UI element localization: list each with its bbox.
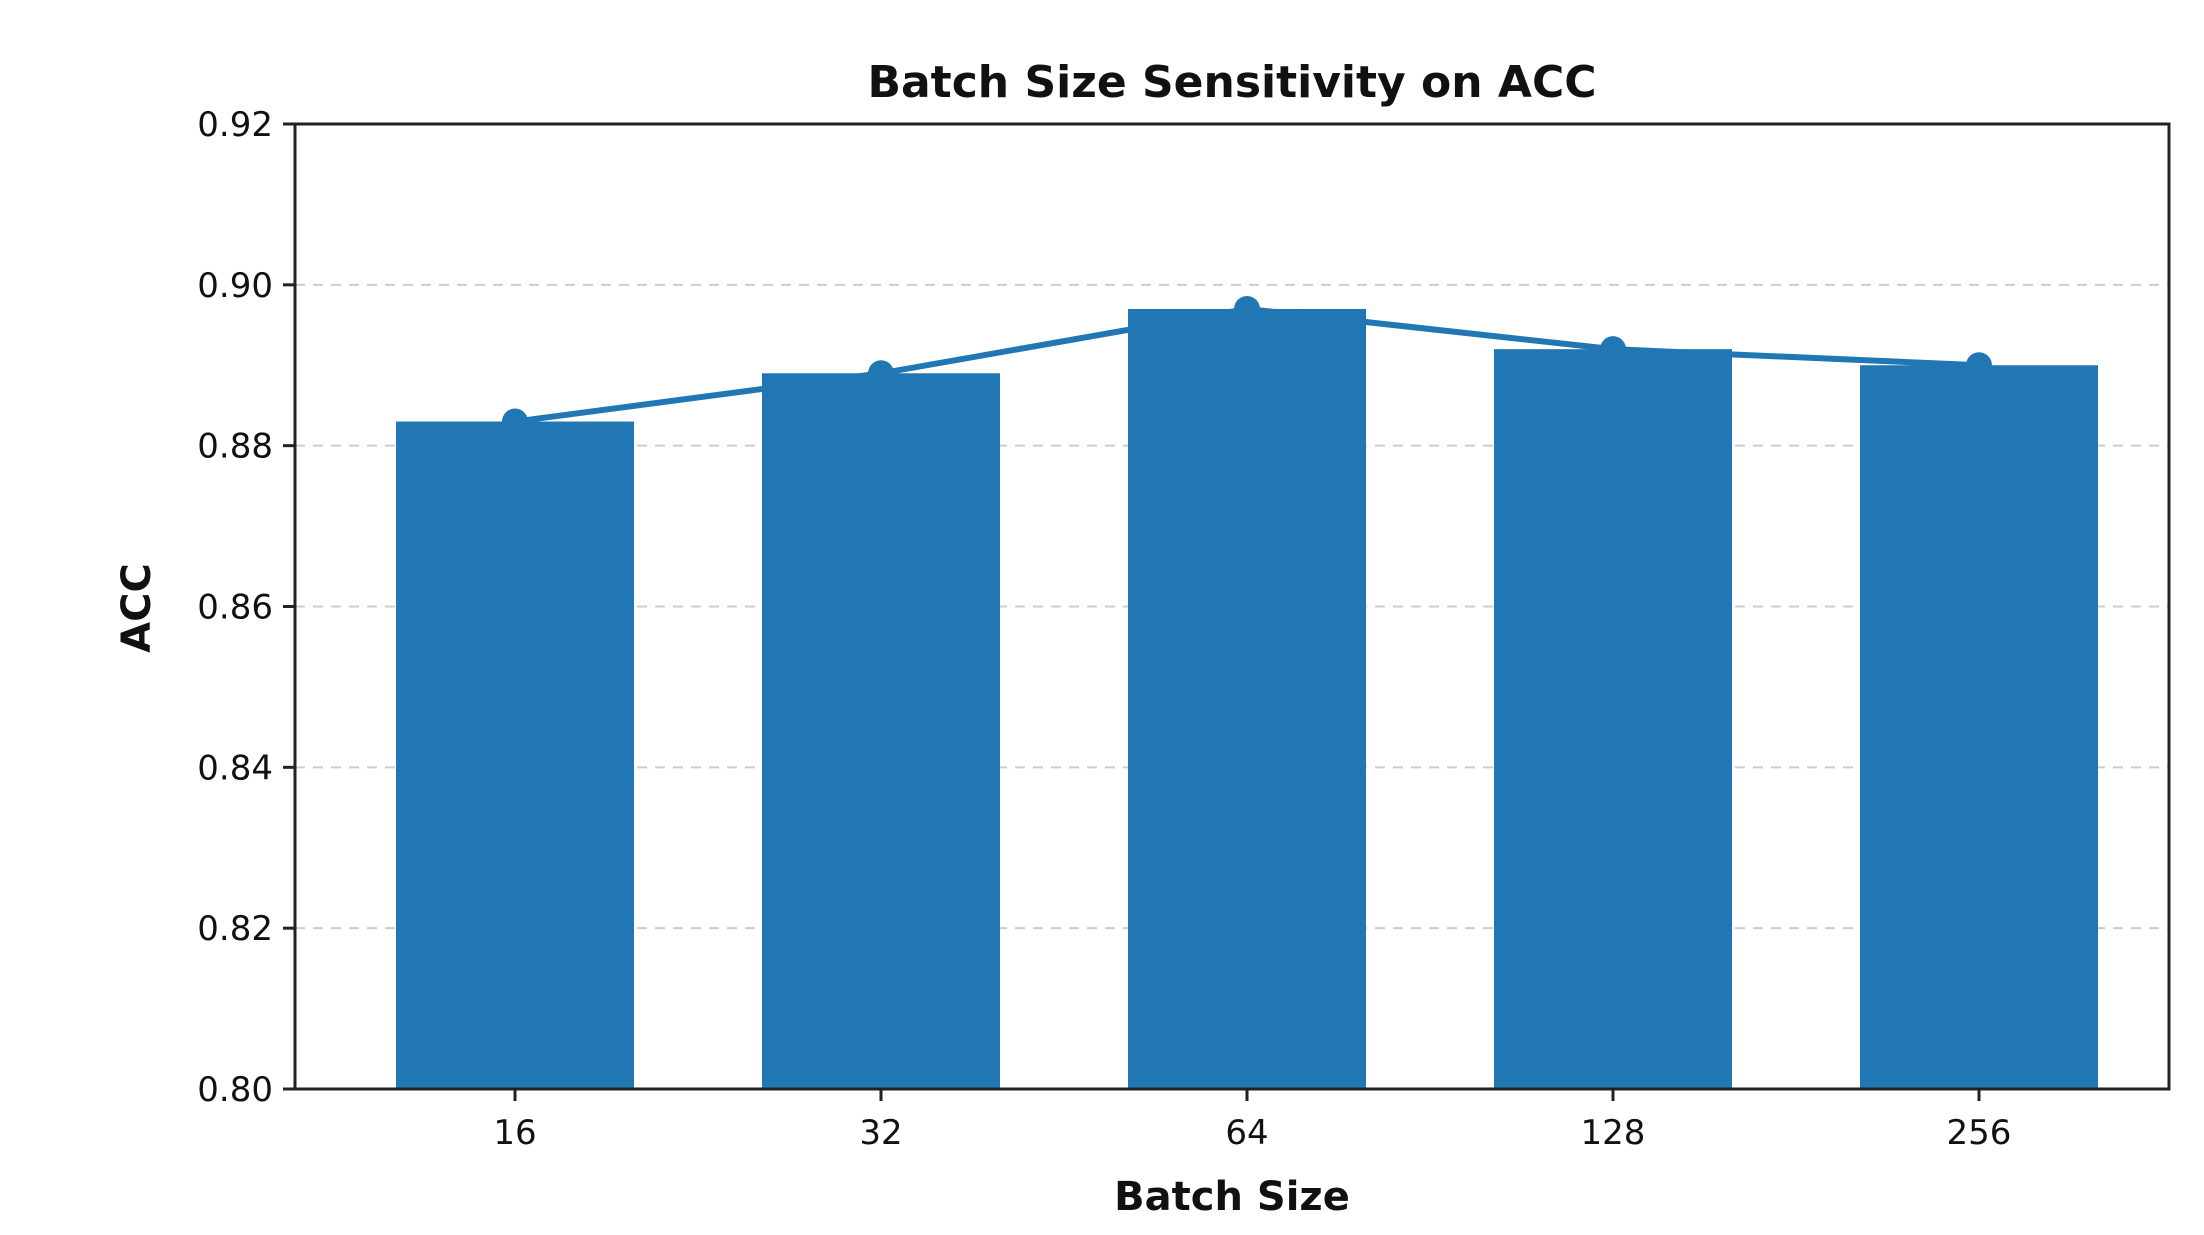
bar-64 xyxy=(1128,308,1366,1089)
x-tick-label: 64 xyxy=(1225,1113,1268,1153)
x-tick-label: 16 xyxy=(493,1113,536,1153)
line-point-16 xyxy=(502,408,528,435)
x-axis-ticks: 16 32 64 128 256 xyxy=(493,1089,2011,1153)
y-tick-label: 0.82 xyxy=(197,909,273,949)
bar-32 xyxy=(762,373,1000,1090)
bar-128 xyxy=(1494,349,1732,1090)
x-tick-label: 128 xyxy=(1581,1113,1646,1153)
bar-256 xyxy=(1860,365,2098,1089)
y-tick-label: 0.80 xyxy=(197,1070,273,1110)
x-axis-label: Batch Size xyxy=(1114,1174,1350,1220)
bars xyxy=(396,308,2098,1090)
x-tick-label: 256 xyxy=(1947,1113,2012,1153)
line-point-64 xyxy=(1234,295,1260,322)
line-point-128 xyxy=(1600,336,1626,363)
y-tick-label: 0.88 xyxy=(197,427,273,467)
trend-line-group xyxy=(502,295,1992,435)
line-point-256 xyxy=(1966,352,1992,379)
y-tick-label: 0.86 xyxy=(197,588,273,628)
y-tick-label: 0.90 xyxy=(197,266,273,306)
x-tick-label: 32 xyxy=(859,1113,902,1153)
y-tick-label: 0.92 xyxy=(197,105,273,145)
y-tick-label: 0.84 xyxy=(197,748,273,788)
y-axis-label: ACC xyxy=(114,563,160,653)
chart-title: Batch Size Sensitivity on ACC xyxy=(867,57,1596,108)
line-point-32 xyxy=(868,360,894,387)
bar-16 xyxy=(396,421,634,1090)
y-axis-ticks: 0.80 0.82 0.84 0.86 0.88 0.90 0.92 xyxy=(197,105,295,1110)
